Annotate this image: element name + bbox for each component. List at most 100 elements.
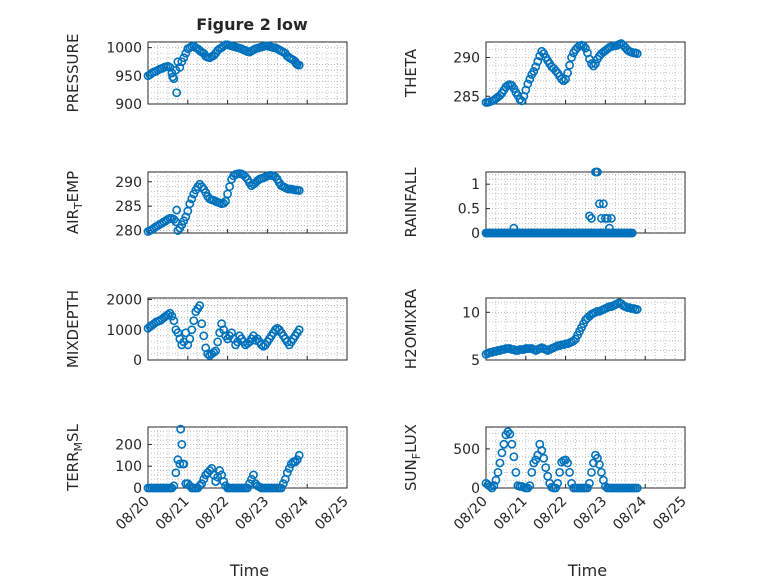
data-point: [567, 53, 576, 62]
data-point: [177, 440, 187, 449]
data-point: [219, 198, 229, 208]
data-point: [533, 56, 543, 66]
subplot-5: 0 1000 2000 MIXDEPTH: [64, 290, 348, 369]
data-point: [553, 478, 563, 488]
data-point: [587, 213, 596, 223]
y-tick-label: 1000: [106, 323, 142, 339]
data-point: [507, 439, 517, 449]
data-point: [491, 475, 501, 485]
y-tick-label: 900: [115, 97, 142, 113]
data-point: [199, 474, 209, 484]
x-tick-label: 08/22: [193, 494, 233, 534]
y-tick-label: 10: [462, 305, 480, 321]
data-point: [583, 483, 592, 493]
data-point: [563, 458, 572, 468]
data-point: [585, 478, 594, 488]
data-point: [163, 310, 173, 320]
data-point: [179, 53, 189, 63]
data-point: [169, 74, 179, 84]
data-point: [292, 455, 302, 465]
data-point: [181, 48, 191, 58]
data-point: [294, 450, 304, 460]
data-point: [601, 482, 610, 491]
x-tick-label: 08/24: [610, 493, 650, 533]
subplot-1: 900 950 1000 PRESSURE: [64, 34, 348, 113]
data-point: [523, 79, 533, 89]
y-axis-label-6: H2OMIXRA: [402, 288, 420, 369]
series-markers-4: [481, 167, 637, 238]
data-point: [215, 466, 225, 475]
grid-lines-7: [148, 427, 347, 488]
data-point: [557, 74, 567, 84]
y-axis-label-1: PRESSURE: [64, 34, 82, 113]
data-point: [282, 468, 292, 478]
data-point: [294, 186, 304, 195]
series-markers-5: [143, 301, 304, 360]
data-point: [523, 483, 533, 493]
data-point: [525, 481, 535, 491]
data-point: [197, 479, 207, 489]
data-point: [589, 61, 598, 71]
data-point: [243, 483, 252, 493]
data-point: [169, 214, 179, 224]
data-point: [509, 223, 519, 233]
x-tick-label: 08/20: [451, 494, 491, 534]
figure-title: Figure 2 low: [196, 15, 308, 34]
data-point: [219, 477, 229, 486]
data-point: [493, 467, 503, 477]
data-point: [203, 349, 213, 359]
y-axis-label-2: THETA: [402, 48, 420, 98]
data-point: [189, 316, 199, 326]
data-point: [581, 43, 590, 53]
x-axis-label-8: Time: [567, 561, 607, 580]
data-point: [595, 460, 604, 469]
data-point: [276, 483, 286, 493]
data-point: [525, 74, 535, 84]
y-tick-label: 2000: [106, 293, 142, 309]
data-point: [209, 348, 219, 357]
y-axis-label-3: AIRTEMP: [64, 171, 85, 234]
data-point: [290, 457, 300, 467]
grid-lines-3: [148, 172, 347, 233]
subplot-7: 0 100 200 08/20 08/21 08/22 08/23 08/24 08/25 TER…: [64, 423, 352, 580]
data-point: [179, 459, 189, 469]
y-axis-label-4: RAINFALL: [402, 167, 420, 238]
data-point: [284, 463, 294, 473]
data-point: [632, 305, 642, 314]
data-point: [517, 96, 527, 106]
y-tick-label: 285: [115, 199, 142, 215]
y-tick-label: 280: [115, 224, 142, 240]
y-tick-label: 0.5: [458, 202, 480, 218]
y-tick-label: 1000: [106, 41, 142, 57]
series-markers-3: [143, 169, 304, 236]
data-point: [171, 468, 181, 478]
data-point: [172, 205, 182, 215]
data-point: [169, 481, 179, 491]
data-point: [278, 479, 288, 489]
data-point: [604, 223, 614, 233]
data-point: [187, 194, 197, 204]
y-axis-label-7: TERRMSL: [64, 423, 85, 492]
data-point: [173, 57, 183, 67]
data-point: [487, 483, 497, 493]
data-point: [168, 72, 178, 82]
data-point: [511, 467, 521, 477]
data-point: [541, 463, 551, 473]
data-point: [602, 213, 612, 223]
data-point: [563, 68, 572, 78]
data-point: [555, 467, 565, 477]
y-tick-label: 1: [471, 177, 480, 193]
data-point: [565, 467, 574, 477]
data-point: [197, 319, 207, 329]
data-point: [591, 59, 600, 69]
data-point: [606, 213, 616, 223]
subplot-4: 0 0.5 1 RAINFALL: [402, 167, 686, 242]
series-markers-7: [143, 424, 304, 493]
y-tick-label: 0: [471, 226, 480, 242]
y-tick-label: 0: [133, 353, 142, 369]
data-point: [539, 453, 549, 463]
data-point: [169, 316, 179, 326]
data-point: [627, 228, 637, 238]
grid-lines-8: [486, 427, 685, 488]
